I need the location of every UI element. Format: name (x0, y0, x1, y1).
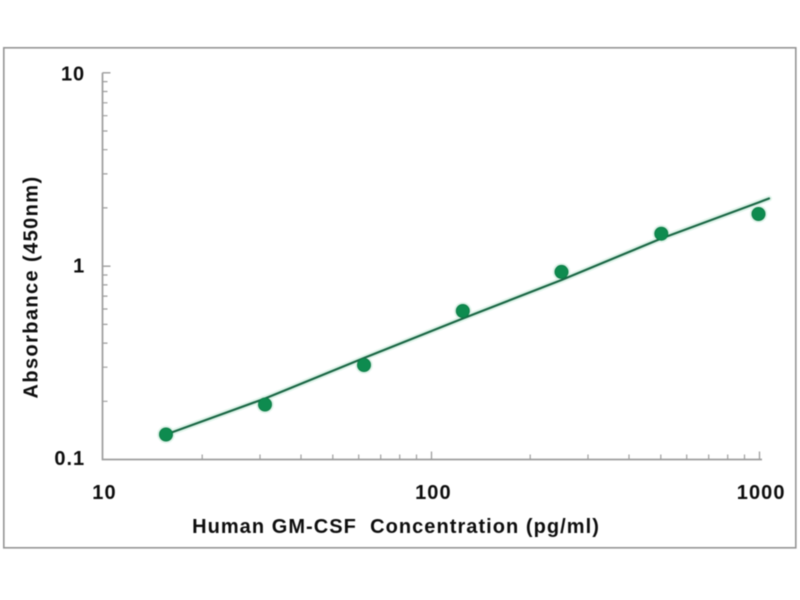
svg-text:0.1: 0.1 (54, 448, 85, 470)
svg-text:10: 10 (61, 63, 85, 85)
svg-text:100: 100 (415, 482, 452, 504)
svg-text:10: 10 (92, 482, 116, 504)
svg-text:Human GM-CSF Concentration (p: Human GM-CSF Concentration (pg/ml) (192, 516, 600, 538)
svg-text:Absorbance (450nm): Absorbance (450nm) (21, 175, 43, 398)
svg-text:1000: 1000 (737, 482, 786, 504)
svg-text:1: 1 (73, 256, 85, 278)
